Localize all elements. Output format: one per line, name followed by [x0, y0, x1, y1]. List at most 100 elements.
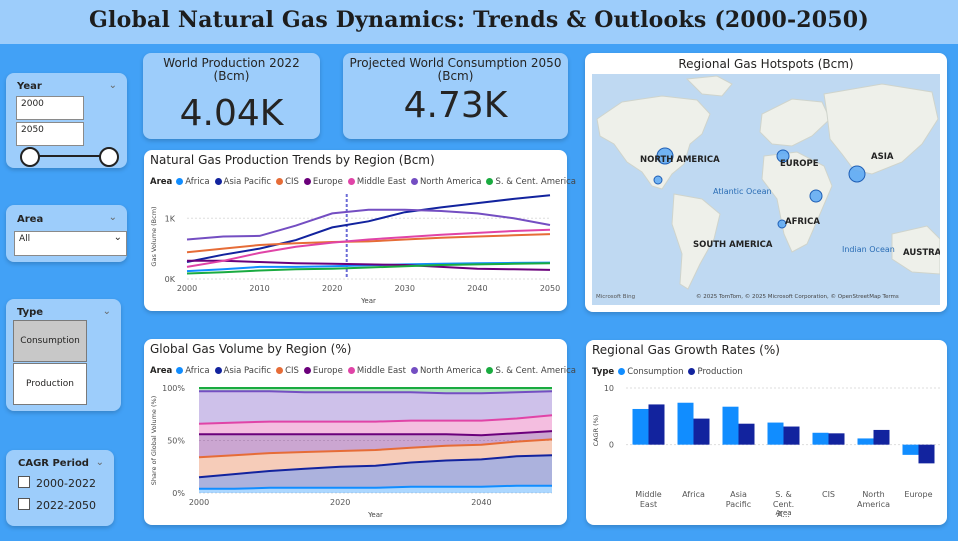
type-slicer[interactable]: Type ⌄ Consumption Production [6, 299, 121, 411]
cagr-option-2022-2050[interactable]: 2022-2050 [18, 498, 96, 512]
map-label-europe: EUROPE [780, 159, 819, 169]
legend-item-asia-pacific[interactable]: Asia Pacific [214, 366, 271, 376]
hotspot-africa[interactable] [777, 219, 787, 229]
year-to-input[interactable]: 2050 [16, 122, 84, 146]
legend-item-europe[interactable]: Europe [303, 366, 343, 376]
volume-share-card: Global Gas Volume by Region (%) Area Afri… [144, 339, 576, 525]
hotspot-middle-east[interactable] [809, 189, 823, 203]
hotspot-north-america[interactable] [656, 147, 674, 165]
hotspot-europe[interactable] [776, 149, 790, 163]
map-label-atlantic: Atlantic Ocean [713, 187, 772, 196]
legend-text: CIS [285, 366, 299, 376]
legend-item-africa[interactable]: Africa [176, 366, 210, 376]
legend-item-north-america[interactable]: North America [410, 177, 481, 187]
legend-item-asia-pacific[interactable]: Asia Pacific [214, 177, 272, 187]
bar-consumption-s-cent-a [767, 422, 784, 445]
dashboard-title: Global Natural Gas Dynamics: Trends & Ou… [89, 7, 869, 33]
legend-label: Area [150, 177, 173, 187]
chart-legend: Type Consumption Production [592, 367, 748, 377]
x-tick-label: 2000 [189, 498, 209, 507]
cagr-option-2000-2022[interactable]: 2000-2022 [18, 476, 96, 490]
map-card: Regional Gas Hotspots (Bcm) NORTH AMERIC… [585, 53, 947, 312]
y-axis-title: Share of Global Volume (%) [150, 396, 158, 485]
legend-marker [276, 367, 284, 374]
map-canvas[interactable]: NORTH AMERICA EUROPE ASIA AFRICA SOUTH A… [592, 74, 940, 305]
year-slider-end-handle[interactable] [99, 147, 119, 167]
chevron-down-icon[interactable]: ⌄ [102, 306, 111, 317]
legend-item-s-cent-america[interactable]: S. & Cent. America [486, 366, 576, 376]
kpi-value: 4.04K [179, 93, 284, 134]
bar-consumption-north-america [857, 438, 874, 445]
area-line-asia-pacific [198, 454, 553, 479]
legend-item-cis[interactable]: CIS [276, 366, 299, 376]
area-line-cis [198, 438, 553, 459]
area-dropdown[interactable]: All ⌄ [14, 231, 127, 256]
year-from-input[interactable]: 2000 [16, 96, 84, 120]
bar-production-middle-east [648, 404, 665, 445]
legend-item-middle-east[interactable]: Middle East [347, 177, 406, 187]
legend-text: Middle East [356, 366, 406, 376]
legend-item-middle-east[interactable]: Middle East [347, 366, 406, 376]
area-cis [199, 439, 552, 478]
hotspot-north-america-2[interactable] [653, 175, 663, 185]
legend-item-s-cent-america[interactable]: S. & Cent. America [486, 177, 576, 187]
area-chart-svg[interactable]: 0% 50% 100% 2000 2020 2040 Year Share of Global… [144, 377, 567, 523]
bar-chart-svg[interactable]: 10 0 CAGR (%) Middle East Africa Asia Pacific S.… [586, 378, 947, 524]
bar-consumption-cis [812, 432, 829, 445]
bing-logo: Microsoft Bing [596, 294, 635, 300]
legend-item-production[interactable]: Production [688, 367, 743, 377]
legend-item-consumption[interactable]: Consumption [618, 367, 683, 377]
chevron-down-icon: ⌄ [113, 232, 122, 243]
area-dropdown-value: All [19, 234, 31, 244]
chevron-down-icon[interactable]: ⌄ [95, 457, 104, 468]
legend-text: Africa [185, 177, 210, 187]
y-tick-label: 0K [165, 275, 176, 284]
hotspot-asia[interactable] [848, 165, 866, 183]
legend-marker [303, 178, 311, 185]
bar-consumption-europe [902, 444, 919, 455]
checkbox[interactable] [18, 498, 30, 510]
legend-marker [176, 367, 184, 374]
bar-consumption-middle-east [632, 408, 649, 445]
year-slider-track[interactable] [29, 155, 109, 157]
line-chart-svg[interactable]: 0K 1K 2000 2010 2020 2030 2040 2050 Year Gas Volu… [144, 188, 567, 310]
area-s-cent-america [199, 388, 552, 394]
cagr-slicer[interactable]: CAGR Period ⌄ 2000-2022 2022-2050 [6, 450, 114, 526]
bar-production-cis [828, 433, 845, 445]
area-middle-east [199, 415, 552, 436]
area-line-north-america [199, 390, 553, 395]
y-axis-title: Gas Volume (Bcm) [150, 206, 158, 266]
bar-production-europe [918, 444, 935, 464]
chevron-down-icon[interactable]: ⌄ [108, 212, 117, 223]
map-label-indian: Indian Ocean [842, 245, 895, 254]
legend-item-europe[interactable]: Europe [303, 177, 343, 187]
legend-text: S. & Cent. America [495, 177, 576, 187]
checkbox[interactable] [18, 476, 30, 488]
kpi-label: World Production 2022 (Bcm) [163, 56, 300, 83]
legend-item-north-america[interactable]: North America [410, 366, 481, 376]
type-option-production[interactable]: Production [13, 363, 87, 405]
legend-text: Asia Pacific [223, 177, 272, 187]
area-slicer[interactable]: Area ⌄ All ⌄ [6, 205, 127, 262]
legend-item-africa[interactable]: Africa [176, 177, 210, 187]
legend-text: CIS [285, 177, 299, 187]
year-slider-start-handle[interactable] [20, 147, 40, 167]
area-line-africa [199, 484, 552, 490]
production-trends-card: Natural Gas Production Trends by Region … [144, 150, 576, 311]
y-tick-label: 1K [165, 214, 176, 223]
chevron-down-icon[interactable]: ⌄ [108, 80, 117, 91]
legend-marker [410, 367, 418, 374]
legend-text: Europe [312, 366, 343, 376]
y-tick-label: 10 [604, 384, 614, 393]
bar-production-asia-pacific [738, 423, 755, 445]
series-line-north-america [186, 208, 551, 241]
x-axis-title: Year [367, 511, 383, 519]
legend-marker [486, 178, 494, 185]
area-north-america [199, 391, 552, 424]
type-option-consumption[interactable]: Consumption [13, 320, 87, 362]
legend-item-cis[interactable]: CIS [276, 177, 299, 187]
map-attribution: © 2025 TomTom, © 2025 Microsoft Corporat… [696, 293, 899, 300]
bar-consumption-asia-pacific [722, 406, 739, 445]
x-tick-label: 2030 [395, 284, 415, 293]
year-slicer[interactable]: Year ⌄ 2000 2050 [6, 73, 127, 168]
